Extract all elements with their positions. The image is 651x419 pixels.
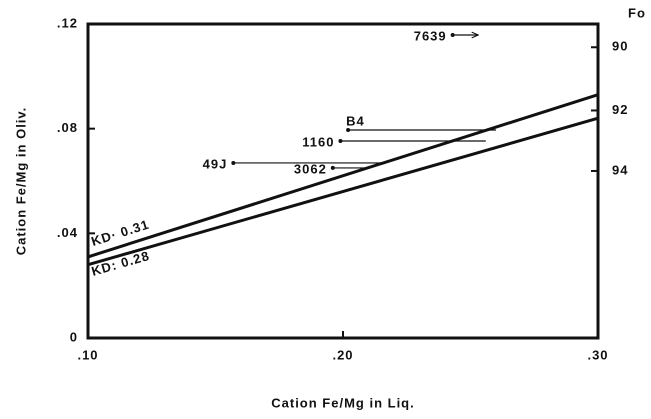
sample-point [450,32,455,37]
sample-point [231,160,236,165]
y-axis-label: Cation Fe/Mg in Oliv. [13,107,28,256]
y2-tick-label: 94 [612,162,628,177]
x-tick-label: .20 [332,347,353,362]
sample-point [330,165,335,170]
y-tick-label: .04 [57,225,78,240]
y2-axis-label: Fo [628,5,646,20]
kd-line [87,93,599,259]
sample-label: 1160 [302,134,334,149]
sample-point [338,138,343,143]
x-tick-label: .30 [587,347,608,362]
plot-frame [86,22,600,340]
x-tick-label: .10 [77,347,98,362]
sample-label: 49J [203,156,228,171]
x-axis-label: Cation Fe/Mg in Liq. [271,395,415,410]
y2-tick-label: 90 [612,39,628,54]
sample-point [346,127,351,132]
y-tick-label: .08 [57,120,78,135]
y-tick-label: .12 [57,15,78,30]
sample-label: B4 [346,113,365,128]
sample-label: 7639 [414,28,447,43]
y2-tick-label: 92 [612,102,628,117]
kd-label: KD· 0.31 [89,217,151,249]
kd-line [87,116,599,267]
y-tick-label: 0 [70,329,78,344]
sample-label: 3062 [294,161,327,176]
